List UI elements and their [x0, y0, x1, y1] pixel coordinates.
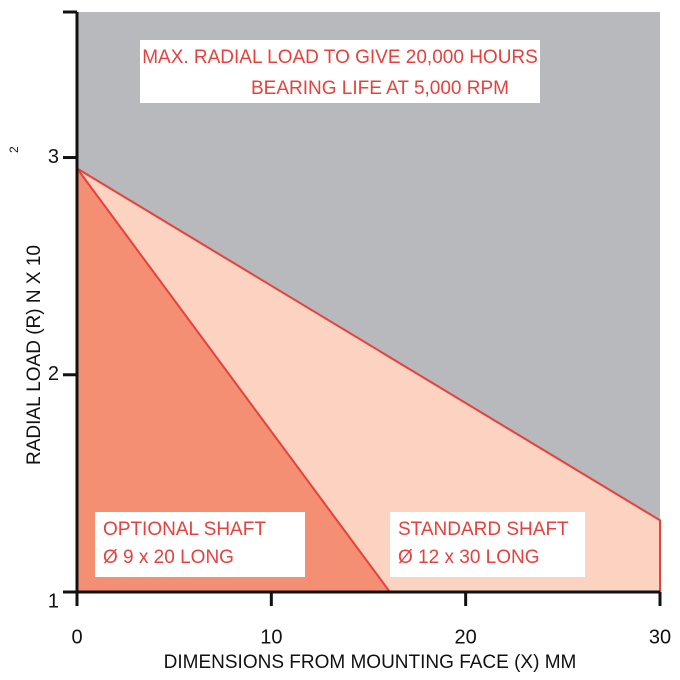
x-tick-label: 30 [649, 626, 671, 648]
x-tick-label: 20 [455, 626, 477, 648]
chart-title: MAX. RADIAL LOAD TO GIVE 20,000 HOURS [142, 47, 538, 68]
chart-title: BEARING LIFE AT 5,000 RPM [251, 78, 509, 99]
x-tick-label: 10 [260, 626, 282, 648]
series-note: Ø 12 x 30 LONG [398, 547, 540, 568]
series-label: STANDARD SHAFT [398, 519, 569, 540]
title-box [140, 40, 540, 103]
y-tick-label: 1 [48, 590, 59, 612]
y-axis-label: RADIAL LOAD (R) N X 10 [24, 245, 45, 465]
x-tick-label: 0 [71, 626, 82, 648]
series-note: Ø 9 x 20 LONG [103, 547, 234, 568]
y-tick-label: 3 [48, 146, 59, 168]
y-tick-label: 2 [48, 363, 59, 385]
y-axis-exponent: 2 [7, 146, 21, 153]
label-box [95, 512, 305, 577]
x-axis-label: DIMENSIONS FROM MOUNTING FACE (X) MM [164, 652, 577, 673]
series-label: OPTIONAL SHAFT [103, 519, 266, 540]
label-box [390, 512, 585, 577]
